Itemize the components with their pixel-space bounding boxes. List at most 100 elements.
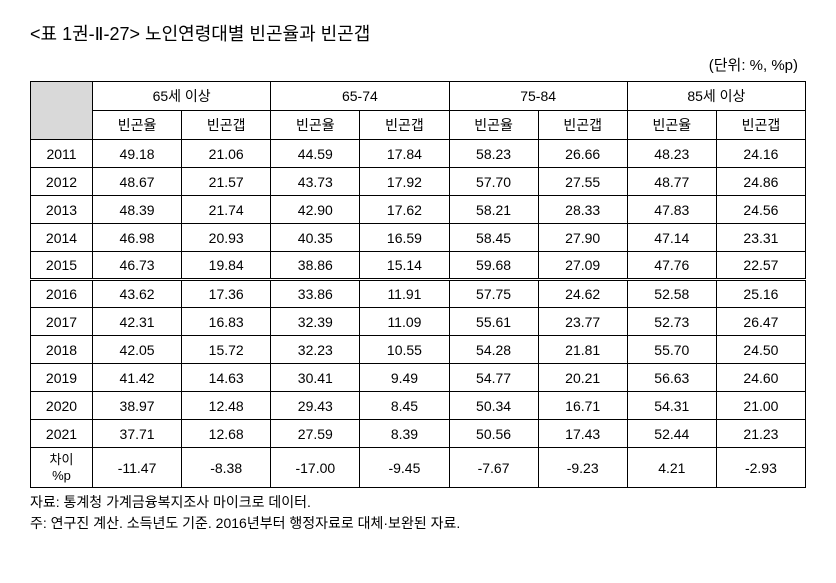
value-cell: 54.31 [627,392,716,420]
value-cell: 27.59 [271,420,360,448]
value-cell: 37.71 [93,420,182,448]
diff-value-cell: -17.00 [271,448,360,488]
value-cell: 41.42 [93,364,182,392]
table-row: 202137.7112.6827.598.3950.5617.4352.4421… [31,420,806,448]
value-cell: 26.66 [538,140,627,168]
value-cell: 24.60 [716,364,805,392]
value-cell: 38.97 [93,392,182,420]
value-cell: 8.45 [360,392,449,420]
value-cell: 11.09 [360,308,449,336]
value-cell: 58.21 [449,196,538,224]
value-cell: 21.23 [716,420,805,448]
value-cell: 43.73 [271,168,360,196]
table-header: 65세 이상 65-74 75-84 85세 이상 빈곤율 빈곤갭 빈곤율 빈곤… [31,82,806,140]
year-cell: 2018 [31,336,93,364]
value-cell: 22.57 [716,252,805,280]
value-cell: 16.71 [538,392,627,420]
value-cell: 55.61 [449,308,538,336]
diff-row: 차이%p-11.47-8.38-17.00-9.45-7.67-9.234.21… [31,448,806,488]
value-cell: 17.84 [360,140,449,168]
diff-value-cell: -9.23 [538,448,627,488]
table-row: 201248.6721.5743.7317.9257.7027.5548.772… [31,168,806,196]
value-cell: 48.23 [627,140,716,168]
value-cell: 58.45 [449,224,538,252]
value-cell: 48.77 [627,168,716,196]
diff-value-cell: -8.38 [182,448,271,488]
header-group-2: 75-84 [449,82,627,111]
year-cell: 2011 [31,140,93,168]
table-title: <표 1권-Ⅱ-27> 노인연령대별 빈곤율과 빈곤갭 [30,20,806,46]
value-cell: 32.23 [271,336,360,364]
poverty-table: 65세 이상 65-74 75-84 85세 이상 빈곤율 빈곤갭 빈곤율 빈곤… [30,81,806,488]
value-cell: 17.43 [538,420,627,448]
value-cell: 33.86 [271,280,360,308]
value-cell: 28.33 [538,196,627,224]
value-cell: 46.98 [93,224,182,252]
header-group-3: 85세 이상 [627,82,805,111]
value-cell: 12.68 [182,420,271,448]
value-cell: 21.06 [182,140,271,168]
header-sub: 빈곤율 [93,111,182,140]
value-cell: 21.57 [182,168,271,196]
value-cell: 21.74 [182,196,271,224]
year-cell: 2014 [31,224,93,252]
table-row: 201941.4214.6330.419.4954.7720.2156.6324… [31,364,806,392]
value-cell: 17.92 [360,168,449,196]
value-cell: 19.84 [182,252,271,280]
year-cell: 2012 [31,168,93,196]
diff-value-cell: -11.47 [93,448,182,488]
value-cell: 52.44 [627,420,716,448]
unit-label: (단위: %, %p) [30,54,806,75]
value-cell: 20.93 [182,224,271,252]
value-cell: 43.62 [93,280,182,308]
value-cell: 24.62 [538,280,627,308]
value-cell: 10.55 [360,336,449,364]
value-cell: 12.48 [182,392,271,420]
value-cell: 15.14 [360,252,449,280]
value-cell: 54.28 [449,336,538,364]
value-cell: 15.72 [182,336,271,364]
value-cell: 16.83 [182,308,271,336]
value-cell: 24.16 [716,140,805,168]
value-cell: 20.21 [538,364,627,392]
table-notes: 자료: 통계청 가계금융복지조사 마이크로 데이터. 주: 연구진 계산. 소득… [30,492,806,534]
value-cell: 24.56 [716,196,805,224]
value-cell: 46.73 [93,252,182,280]
value-cell: 52.58 [627,280,716,308]
value-cell: 26.47 [716,308,805,336]
value-cell: 47.14 [627,224,716,252]
value-cell: 55.70 [627,336,716,364]
footnote: 주: 연구진 계산. 소득년도 기준. 2016년부터 행정자료로 대체·보완된… [30,513,806,534]
value-cell: 17.36 [182,280,271,308]
table-row: 201842.0515.7232.2310.5554.2821.8155.702… [31,336,806,364]
header-sub: 빈곤갭 [716,111,805,140]
table-row: 201348.3921.7442.9017.6258.2128.3347.832… [31,196,806,224]
value-cell: 48.39 [93,196,182,224]
value-cell: 8.39 [360,420,449,448]
value-cell: 21.00 [716,392,805,420]
value-cell: 30.41 [271,364,360,392]
diff-value-cell: -9.45 [360,448,449,488]
table-row: 201643.6217.3633.8611.9157.7524.6252.582… [31,280,806,308]
value-cell: 24.50 [716,336,805,364]
header-sub: 빈곤율 [627,111,716,140]
value-cell: 23.31 [716,224,805,252]
header-sub: 빈곤갭 [182,111,271,140]
value-cell: 17.62 [360,196,449,224]
value-cell: 25.16 [716,280,805,308]
table-row: 201446.9820.9340.3516.5958.4527.9047.142… [31,224,806,252]
value-cell: 27.55 [538,168,627,196]
diff-value-cell: 4.21 [627,448,716,488]
header-sub: 빈곤율 [449,111,538,140]
table-row: 201742.3116.8332.3911.0955.6123.7752.732… [31,308,806,336]
value-cell: 14.63 [182,364,271,392]
value-cell: 42.90 [271,196,360,224]
header-sub: 빈곤율 [271,111,360,140]
table-body: 201149.1821.0644.5917.8458.2326.6648.232… [31,140,806,488]
value-cell: 50.34 [449,392,538,420]
value-cell: 21.81 [538,336,627,364]
year-cell: 2015 [31,252,93,280]
diff-value-cell: -7.67 [449,448,538,488]
value-cell: 42.05 [93,336,182,364]
header-group-0: 65세 이상 [93,82,271,111]
